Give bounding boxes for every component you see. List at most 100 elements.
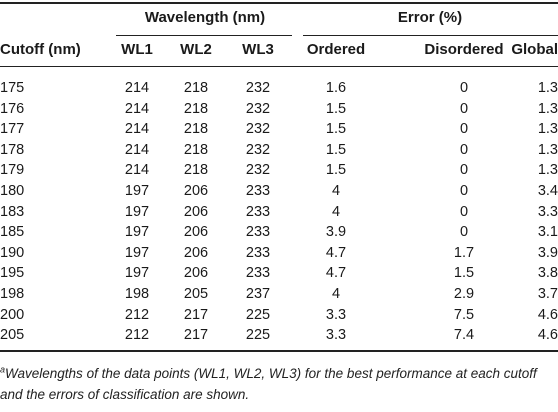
cell-global: 3.1 (537, 224, 558, 241)
cell-wl1: 197 (124, 203, 150, 220)
cell-wl2: 217 (183, 327, 209, 344)
cell-wl1: 197 (124, 265, 150, 282)
cell-wl2: 206 (183, 224, 209, 241)
cell-wl3: 225 (245, 327, 271, 344)
cell-wl1: 197 (124, 224, 150, 241)
cell-cutoff: 180 (0, 183, 25, 199)
table-bottom-rule (0, 350, 558, 352)
cell-wl1: 214 (124, 100, 150, 117)
cell-wl3: 237 (245, 286, 271, 302)
cell-cutoff: 190 (0, 244, 25, 261)
cell-ordered: 1.6 (325, 80, 347, 96)
cell-wl2: 206 (183, 203, 209, 220)
cell-cutoff: 179 (0, 162, 25, 179)
cell-wl3: 232 (245, 80, 271, 96)
cell-disordered: 0 (459, 121, 469, 138)
cell-disordered: 0 (459, 203, 469, 220)
cell-disordered: 7.5 (453, 306, 475, 323)
cell-cutoff: 205 (0, 327, 25, 344)
cell-wl2: 206 (183, 183, 209, 199)
cell-wl1: 214 (124, 141, 150, 158)
header-group-error: Error (%) (397, 9, 463, 26)
cell-wl3: 233 (245, 244, 271, 261)
header-wl2: WL2 (180, 41, 212, 58)
cell-global: 1.3 (537, 162, 558, 179)
cell-ordered: 3.9 (325, 224, 347, 241)
cell-disordered: 0 (459, 100, 469, 117)
cell-wl3: 233 (245, 265, 271, 282)
header-wl3: WL3 (242, 41, 274, 58)
cell-cutoff: 176 (0, 100, 25, 117)
header-global: Global (511, 41, 558, 58)
cell-cutoff: 198 (0, 286, 25, 302)
cell-global: 3.7 (537, 286, 558, 302)
header-group-wavelength: Wavelength (nm) (144, 9, 266, 26)
cell-ordered: 1.5 (325, 141, 347, 158)
cell-ordered: 3.3 (325, 327, 347, 344)
cell-disordered: 1.5 (453, 265, 475, 282)
header-ordered: Ordered (306, 41, 366, 58)
cell-wl1: 212 (124, 306, 150, 323)
cell-global: 1.3 (537, 141, 558, 158)
cell-wl3: 232 (245, 121, 271, 138)
cell-global: 3.8 (537, 265, 558, 282)
table-footnote: aWavelengths of the data points (WL1, WL… (0, 363, 556, 405)
cell-wl3: 233 (245, 203, 271, 220)
cell-cutoff: 183 (0, 203, 25, 220)
cell-wl3: 232 (245, 100, 271, 117)
cell-cutoff: 200 (0, 306, 25, 323)
cell-global: 4.6 (537, 306, 558, 323)
cell-global: 4.6 (537, 327, 558, 344)
cell-wl1: 212 (124, 327, 150, 344)
cell-disordered: 2.9 (453, 286, 475, 302)
cell-wl2: 206 (183, 244, 209, 261)
cell-disordered: 0 (459, 162, 469, 179)
cell-global: 1.3 (537, 100, 558, 117)
cell-ordered: 1.5 (325, 162, 347, 179)
cell-disordered: 0 (459, 141, 469, 158)
cell-wl3: 233 (245, 183, 271, 199)
cell-disordered: 7.4 (453, 327, 475, 344)
cell-wl2: 205 (183, 286, 209, 302)
cell-wl1: 214 (124, 162, 150, 179)
cell-wl2: 218 (183, 141, 209, 158)
cell-wl3: 233 (245, 224, 271, 241)
header-group-wavelength-rule (116, 35, 292, 36)
cell-ordered: 4.7 (325, 244, 347, 261)
cell-wl1: 198 (124, 286, 150, 302)
table-top-rule (0, 2, 558, 4)
header-wl1: WL1 (121, 41, 153, 58)
cell-ordered: 4 (331, 183, 341, 199)
cell-cutoff: 178 (0, 141, 25, 158)
cell-wl3: 232 (245, 141, 271, 158)
cell-global: 3.9 (537, 244, 558, 261)
cell-wl2: 218 (183, 121, 209, 138)
header-group-error-rule (303, 35, 558, 36)
cell-cutoff: 195 (0, 265, 25, 282)
cell-wl2: 206 (183, 265, 209, 282)
cell-ordered: 1.5 (325, 121, 347, 138)
cell-cutoff: 175 (0, 80, 25, 96)
cell-ordered: 4 (331, 203, 341, 220)
cell-global: 3.3 (537, 203, 558, 220)
cell-ordered: 3.3 (325, 306, 347, 323)
cell-wl3: 225 (245, 306, 271, 323)
cell-wl2: 217 (183, 306, 209, 323)
cell-global: 3.4 (537, 183, 558, 199)
cell-wl1: 214 (124, 121, 150, 138)
cell-wl2: 218 (183, 100, 209, 117)
cell-global: 1.3 (537, 121, 558, 138)
cell-ordered: 4.7 (325, 265, 347, 282)
footnote-marker: a (0, 364, 6, 375)
cell-wl1: 197 (124, 183, 150, 199)
cell-disordered: 0 (459, 224, 469, 241)
cell-disordered: 0 (459, 183, 469, 199)
cell-wl1: 214 (124, 80, 150, 96)
cell-wl2: 218 (183, 80, 209, 96)
header-cutoff: Cutoff (nm) (0, 41, 81, 58)
cell-wl2: 218 (183, 162, 209, 179)
cell-cutoff: 177 (0, 121, 25, 138)
cell-ordered: 1.5 (325, 100, 347, 117)
cell-global: 1.3 (537, 80, 558, 96)
cell-ordered: 4 (331, 286, 341, 302)
